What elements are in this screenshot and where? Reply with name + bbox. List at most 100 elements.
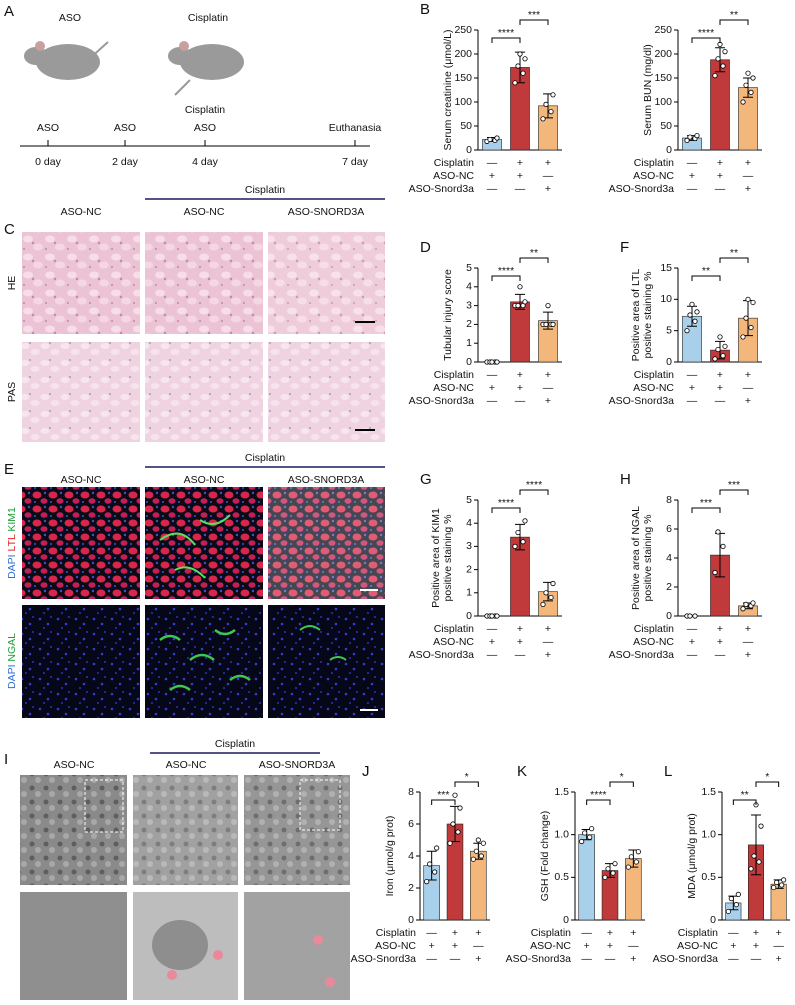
column-label: ASO-NC [166, 759, 207, 771]
data-point [515, 529, 521, 536]
y-tick-label: 3 [466, 299, 472, 311]
y-tick-label: 0.5 [701, 871, 716, 883]
significance-bracket [755, 781, 780, 787]
data-point [635, 849, 641, 855]
panel-letter: L [664, 763, 672, 780]
y-axis-label: Tubular injury score [442, 269, 454, 361]
condition-sign: + [452, 940, 458, 952]
significance-label: **** [498, 497, 514, 509]
y-tick-label: 0 [466, 356, 472, 368]
panel-letter: A [4, 3, 14, 20]
panel-letter: B [420, 1, 430, 18]
mouse [36, 44, 100, 80]
condition-sign: — [715, 395, 726, 407]
y-tick-label: 200 [454, 48, 472, 60]
micrograph [268, 487, 385, 599]
data-point [512, 80, 518, 86]
data-point [687, 613, 693, 619]
y-tick-label: 0 [666, 144, 672, 156]
data-point [715, 346, 721, 353]
significance-bracket [519, 489, 549, 495]
condition-label: Cisplatin [634, 157, 674, 169]
data-point [740, 334, 746, 340]
condition-sign: + [753, 940, 759, 952]
condition-sign: — [687, 183, 698, 195]
significance-bracket [519, 257, 549, 263]
y-axis-label: Serum creatinine (μmol/L) [442, 29, 454, 150]
data-point [725, 908, 731, 915]
bar [710, 59, 730, 151]
condition-sign: — [751, 953, 762, 965]
y-axis-label: Serum BUN (mg/dl) [642, 44, 654, 136]
significance-bracket [586, 799, 611, 805]
condition-sign: — [605, 953, 616, 965]
day-label: 7 day [342, 156, 368, 168]
condition-sign: — [543, 636, 554, 648]
condition-sign: — [581, 953, 592, 965]
condition-sign: + [517, 369, 523, 381]
data-point [740, 606, 746, 612]
panel-letter: J [362, 763, 370, 780]
mouse-head [24, 47, 48, 65]
data-point [758, 823, 764, 829]
condition-label: ASO-NC [433, 170, 474, 182]
y-tick-label: 1.0 [701, 828, 716, 840]
data-point [470, 856, 476, 862]
condition-sign: + [630, 953, 636, 965]
column-label: ASO-NC [61, 474, 102, 486]
condition-sign: + [545, 157, 551, 169]
y-tick-label: 1.5 [554, 786, 569, 798]
significance-label: **** [526, 479, 542, 491]
column-label: ASO-NC [61, 206, 102, 218]
condition-label: ASO-NC [633, 382, 674, 394]
column-label: ASO-SNORD3A [288, 206, 364, 218]
row-label: PAS [6, 382, 18, 402]
y-tick-label: 0 [408, 914, 414, 926]
stain-label: KIM1 [6, 507, 18, 532]
y-tick-label: 50 [460, 120, 472, 132]
y-tick-label: 1.0 [554, 828, 569, 840]
data-point [494, 135, 500, 141]
data-point [771, 884, 777, 891]
condition-label: ASO-Snord3a [653, 953, 719, 965]
condition-sign: + [475, 953, 481, 965]
y-tick-label: 10 [660, 293, 672, 305]
condition-label: ASO-NC [633, 170, 674, 182]
event-label: ASO [194, 122, 216, 134]
row-label: HE [6, 276, 18, 291]
y-tick-label: 0 [666, 610, 672, 622]
panel-letter: D [420, 239, 431, 256]
data-point [589, 826, 595, 832]
data-point [740, 99, 746, 105]
condition-sign: — [715, 649, 726, 661]
data-point [515, 63, 521, 69]
micrograph [145, 342, 263, 442]
highlight [213, 950, 223, 960]
significance-label: * [765, 771, 769, 783]
condition-sign: — [687, 623, 698, 635]
significance-label: *** [700, 497, 712, 509]
condition-sign: + [689, 636, 695, 648]
y-axis-label: MDA (μmol/g prot) [686, 813, 698, 898]
data-point [450, 821, 456, 827]
significance-bracket [691, 507, 721, 513]
data-point [712, 356, 718, 362]
y-tick-label: 250 [654, 24, 672, 36]
condition-sign: + [517, 636, 523, 648]
condition-label: ASO-NC [433, 382, 474, 394]
condition-label: Cisplatin [434, 157, 474, 169]
data-point [602, 874, 608, 880]
data-point [579, 838, 585, 845]
micrograph [268, 232, 385, 334]
condition-sign: + [745, 369, 751, 381]
kim1-signal [159, 514, 231, 579]
y-tick-label: 100 [654, 96, 672, 108]
event-label: ASO [114, 122, 136, 134]
condition-sign: — [687, 395, 698, 407]
column-label: ASO-SNORD3A [288, 474, 364, 486]
condition-label: Cisplatin [634, 623, 674, 635]
condition-label: ASO-NC [677, 940, 718, 952]
significance-bracket [691, 37, 721, 43]
